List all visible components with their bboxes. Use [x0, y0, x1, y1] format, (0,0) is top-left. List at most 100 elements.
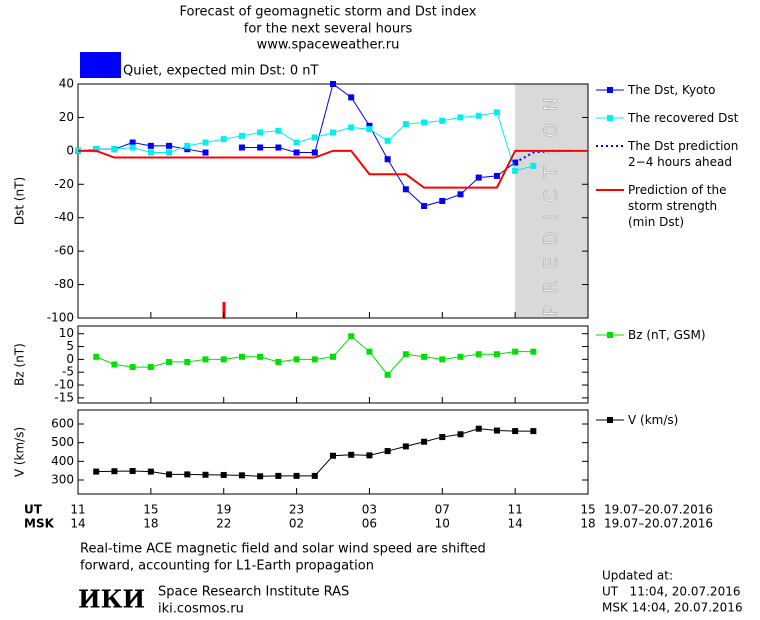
legend-line: The Dst, Kyoto [627, 83, 715, 97]
y-tick-label: 40 [59, 77, 74, 91]
note: forward, accounting for L1-Earth propaga… [80, 559, 374, 574]
x-tick-label: 23 [289, 503, 304, 517]
data-point [257, 129, 264, 136]
data-point [439, 434, 446, 441]
data-point [257, 473, 264, 480]
data-point [530, 428, 537, 435]
logo: ИКИ [78, 585, 145, 614]
x-tick-label: 18 [143, 517, 158, 531]
legend-label: The Dst prediction 2−4 hours ahead [627, 139, 742, 169]
data-point [384, 137, 391, 144]
data-point [402, 443, 409, 450]
data-point [330, 353, 336, 360]
data-point [402, 351, 409, 358]
legend-line: (min Dst) [628, 215, 684, 229]
prediction-band [515, 84, 588, 318]
data-point [147, 149, 154, 156]
title: for the next several hours [244, 22, 413, 37]
y-tick-label: 500 [51, 435, 74, 449]
data-point [166, 149, 173, 156]
data-point [384, 156, 391, 163]
legend-label: The Dst, Kyoto [627, 83, 715, 97]
data-point [111, 468, 118, 475]
x-tick-label: 15 [143, 503, 158, 517]
site: iki.cosmos.ru [158, 602, 244, 617]
status-text: Quiet, expected min Dst: 0 nT [123, 64, 318, 79]
y-tick-label: -10 [54, 378, 74, 392]
legend-marker [607, 115, 613, 121]
data-point [457, 431, 464, 438]
data-point [275, 472, 282, 479]
legend-line: storm strength [628, 199, 721, 213]
data-point [311, 472, 318, 479]
x-row-label: UT [24, 503, 43, 517]
data-point [457, 353, 464, 360]
data-point [512, 348, 519, 355]
y-tick-label: -5 [62, 365, 74, 379]
data-point [457, 191, 464, 198]
data-point [238, 472, 245, 479]
data-point [348, 124, 355, 131]
plot-frame [77, 409, 589, 495]
data-point [348, 94, 355, 101]
data-point [439, 356, 446, 363]
data-point [184, 358, 191, 365]
data-point [475, 112, 482, 119]
x-tick-label: 02 [289, 517, 304, 531]
data-point [293, 356, 300, 363]
legend-marker [607, 417, 613, 423]
data-point [257, 144, 264, 151]
data-point [202, 356, 209, 363]
data-point [238, 353, 245, 360]
legend-label: V (km/s) [628, 413, 678, 427]
data-point [439, 198, 446, 204]
data-point [493, 172, 500, 179]
legend-line: The Dst prediction [627, 139, 742, 153]
data-point [293, 149, 300, 156]
x-tick-label: 11 [70, 503, 85, 517]
x-tick-label: 14 [508, 517, 523, 531]
x-tick-label: 10 [435, 517, 450, 531]
data-point [220, 356, 227, 363]
title: Forecast of geomagnetic storm and Dst in… [179, 5, 476, 20]
y-tick-label: 0 [66, 143, 74, 157]
series-line [77, 111, 534, 172]
updated: MSK 14:04, 20.07.2016 [602, 601, 743, 615]
band-label: PREDICTION [541, 86, 562, 316]
y-tick-label: -100 [47, 311, 74, 325]
y-axis-label: Bz (nT) [13, 343, 27, 386]
data-point [366, 126, 373, 133]
x-row-label: MSK [24, 517, 55, 531]
data-point [366, 452, 373, 459]
data-point [402, 186, 409, 193]
data-point [493, 427, 500, 434]
y-tick-label: -60 [54, 244, 74, 258]
data-point [311, 134, 318, 141]
series-line [78, 149, 588, 189]
data-point [530, 162, 537, 169]
title: www.spaceweather.ru [257, 38, 400, 53]
x-tick-label: 18 [580, 517, 595, 531]
y-tick-label: 600 [51, 417, 74, 431]
data-point [129, 144, 136, 151]
legend-line: The recovered Dst [627, 111, 739, 125]
data-point [366, 348, 373, 355]
data-point [493, 351, 500, 358]
data-point [457, 114, 464, 121]
series-line [514, 149, 570, 164]
y-tick-label: 0 [66, 352, 74, 366]
data-point [275, 127, 282, 134]
x-tick-label: 14 [70, 517, 85, 531]
data-point [238, 132, 245, 139]
data-point [330, 452, 336, 459]
data-point [293, 472, 300, 479]
data-point [475, 351, 482, 358]
y-tick-label: -40 [54, 210, 74, 224]
series-line [96, 428, 534, 477]
x-tick-label: 22 [216, 517, 231, 531]
data-point [311, 149, 318, 156]
data-point [202, 149, 209, 156]
y-axis-label: Dst (nT) [13, 177, 27, 225]
